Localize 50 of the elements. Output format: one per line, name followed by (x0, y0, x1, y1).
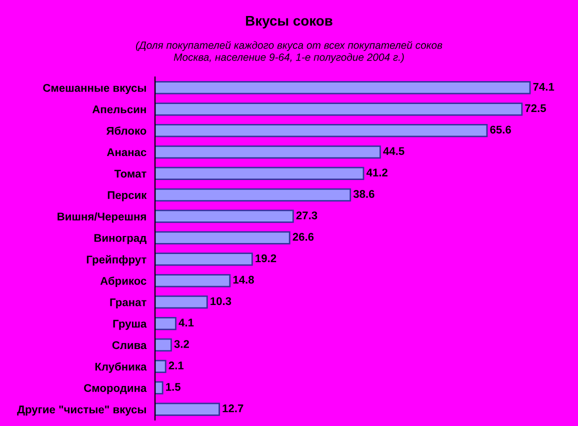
data-label: 72.5 (525, 104, 546, 112)
data-label: 26.6 (292, 232, 314, 241)
bar (155, 274, 231, 288)
bar (155, 102, 523, 116)
data-label: 1.5 (166, 383, 181, 391)
bar (155, 145, 381, 159)
y-tick-label: Смешанные вкусы (43, 84, 146, 94)
bar (155, 252, 253, 266)
bar (155, 124, 488, 138)
data-label: 4.1 (178, 318, 194, 326)
y-tick-label: Клубника (95, 362, 147, 373)
y-tick-label: Груша (113, 320, 147, 330)
bar (155, 381, 164, 394)
bar (155, 210, 294, 223)
bar (155, 188, 352, 202)
y-tick-label: Апельсин (92, 106, 146, 114)
bar (155, 316, 176, 330)
y-tick-label: Грейпфрут (86, 255, 146, 266)
y-tick-label: Слива (112, 341, 147, 350)
y-tick-label: Гранат (110, 298, 146, 308)
chart-title: Вкусы соков (246, 16, 332, 28)
data-label: 3.2 (174, 340, 189, 348)
data-label: 44.5 (383, 147, 404, 156)
data-label: 10.3 (210, 297, 232, 306)
bar (155, 81, 531, 94)
data-label: 38.6 (353, 190, 374, 198)
data-label: 12.7 (222, 404, 244, 412)
bar (155, 360, 166, 373)
bar (155, 296, 208, 309)
y-tick-label: Смородина (84, 384, 147, 394)
bar (155, 231, 290, 244)
data-label: 27.3 (296, 211, 318, 220)
data-label: 74.1 (533, 82, 554, 91)
bar (155, 402, 220, 416)
y-tick-label: Другие "чистые" вкусы (17, 406, 146, 416)
y-tick-label: Виноград (94, 234, 146, 244)
y-tick-label: Ананас (106, 148, 146, 156)
y-tick-label: Вишня/Черешня (58, 212, 146, 223)
y-tick-label: Абрикос (100, 276, 146, 288)
data-label: 65.6 (490, 126, 511, 134)
data-label: 14.8 (233, 276, 254, 284)
bar (155, 166, 364, 180)
bar (155, 338, 172, 352)
data-label: 41.2 (366, 168, 388, 176)
y-tick-label: Томат (114, 170, 146, 178)
y-tick-label: Яблоко (106, 126, 146, 135)
data-label: 2.1 (168, 362, 184, 370)
y-tick-label: Персик (108, 191, 147, 202)
chart-subtitle: (Доля покупателей каждого вкуса от всех покупателей соков Москва, население 9-64, 1-е полугодие 2004 г.) (136, 41, 442, 63)
data-label: 19.2 (256, 254, 276, 262)
